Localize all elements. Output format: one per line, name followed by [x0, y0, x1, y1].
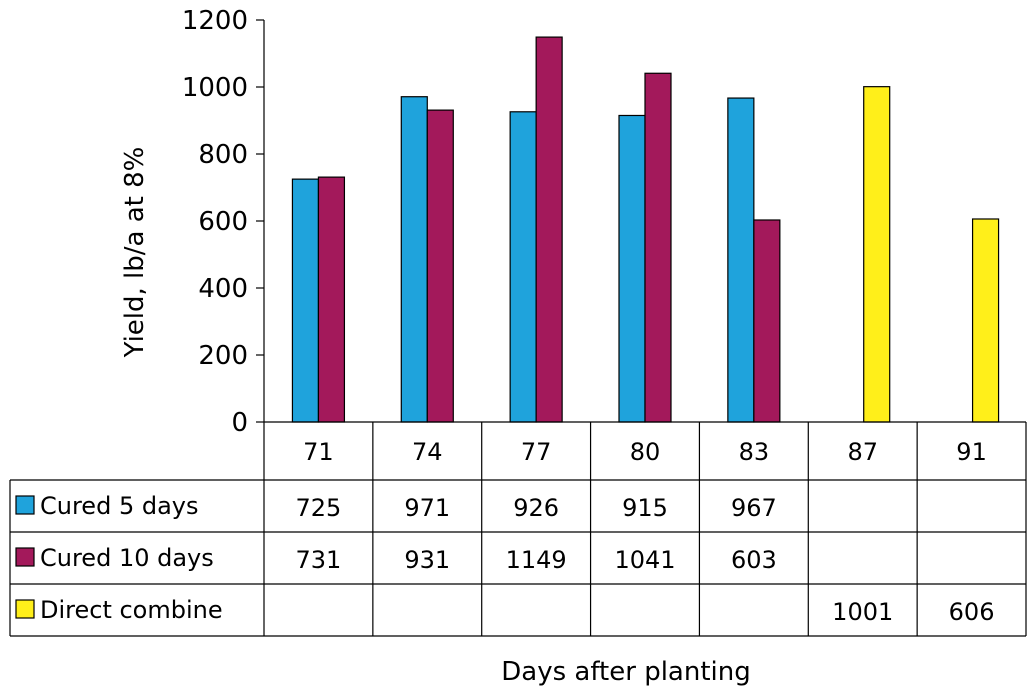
x-category-label: 74	[412, 438, 443, 466]
x-category-label: 80	[630, 438, 661, 466]
bar-cured-5-days-74	[400, 96, 428, 423]
table-cell-value: 606	[949, 598, 995, 626]
y-tick-label: 1200	[182, 6, 248, 36]
bar-cured-5-days-71	[291, 178, 320, 423]
bar-cured-10-days-74	[426, 109, 454, 423]
legend-swatch	[15, 495, 35, 515]
table-cell-value: 731	[296, 546, 342, 574]
y-tick-label: 1000	[182, 73, 248, 103]
bar-cured-5-days-77	[509, 111, 537, 423]
bars	[291, 36, 1000, 423]
y-tick-label: 400	[198, 274, 248, 304]
table-cell-value: 725	[296, 494, 342, 522]
table-cell-value: 967	[731, 494, 777, 522]
x-axis-title: Days after planting	[501, 657, 750, 687]
table-cell-value: 926	[513, 494, 559, 522]
y-tick-label: 200	[198, 341, 248, 371]
y-axis-title: Yield, lb/a at 8%	[120, 147, 150, 359]
x-category-label: 83	[739, 438, 770, 466]
x-category-label: 91	[956, 438, 987, 466]
table-cell-value: 1001	[832, 598, 893, 626]
bar-cured-5-days-80	[618, 114, 646, 423]
table-cell-value: 1149	[506, 546, 567, 574]
y-axis-ticks: 0 200 400 600 800 1000 1200	[182, 6, 265, 438]
legend-label: Cured 10 days	[40, 544, 214, 572]
table-cell-value: 915	[622, 494, 668, 522]
y-tick-label: 0	[231, 408, 248, 438]
y-tick-label: 800	[198, 140, 248, 170]
legend-label: Direct combine	[40, 596, 223, 624]
x-category-label: 77	[521, 438, 552, 466]
bar-cured-10-days-71	[317, 176, 346, 423]
bar-cured-10-days-83	[753, 219, 781, 423]
table-cell-value: 603	[731, 546, 777, 574]
y-tick-label: 600	[198, 207, 248, 237]
bar-cured-5-days-83	[727, 97, 755, 423]
data-table: 71 74 77 80 83 87 91 Cured 5 days 725 971 926 915 96…	[9, 421, 1027, 637]
legend-swatch	[15, 599, 35, 619]
bar-cured-10-days-77	[535, 36, 563, 423]
bar-direct-combine-91	[971, 218, 1000, 423]
table-cell-value: 1041	[614, 546, 675, 574]
bar-cured-10-days-80	[644, 72, 672, 423]
table-cell-value: 971	[404, 494, 450, 522]
x-category-label: 87	[847, 438, 878, 466]
legend-label: Cured 5 days	[40, 492, 198, 520]
legend-swatch	[15, 547, 35, 567]
x-category-label: 71	[303, 438, 334, 466]
table-cell-value: 931	[404, 546, 450, 574]
bar-direct-combine-87	[863, 86, 891, 423]
